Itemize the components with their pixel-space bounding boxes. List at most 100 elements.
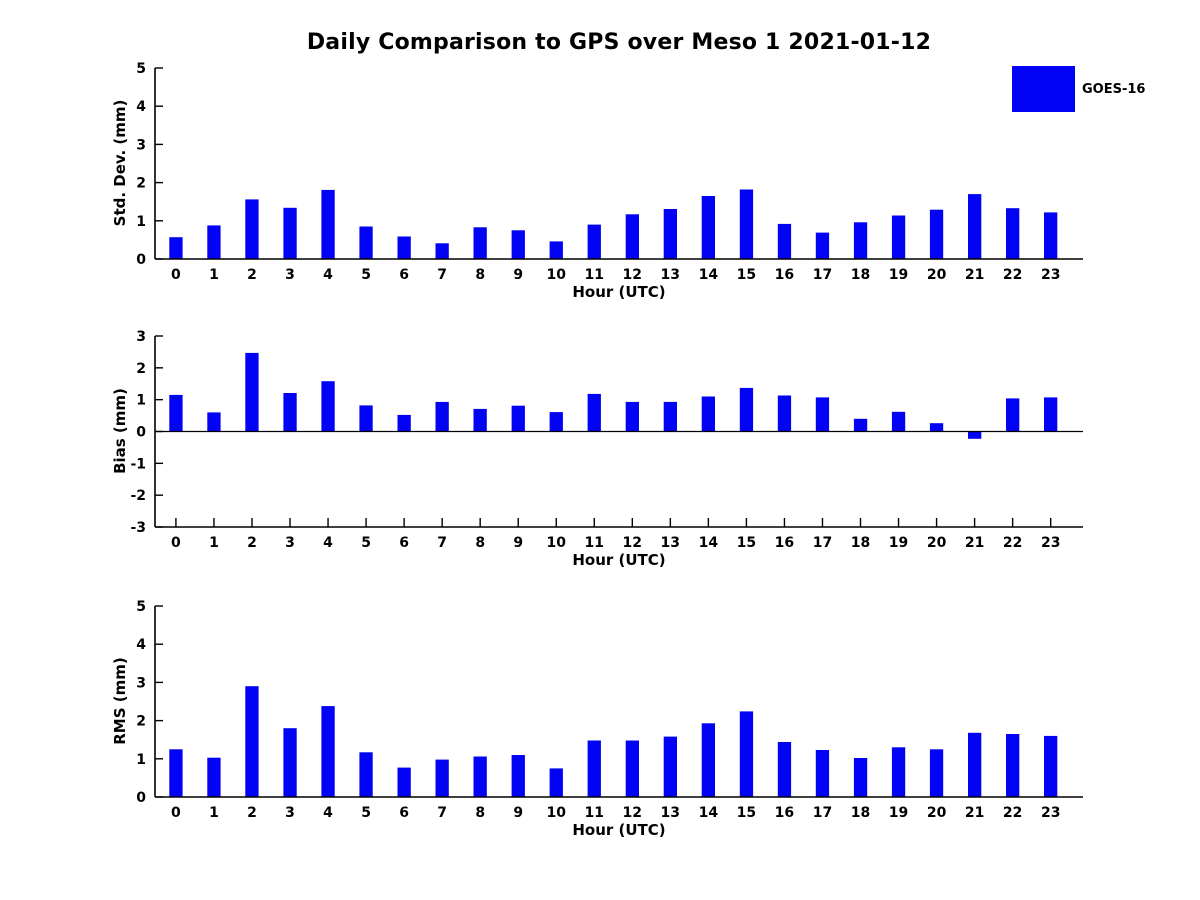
x-tick-label: 13 [661,535,680,551]
y-tick-label: 3 [136,329,146,345]
bar-hour-14 [701,196,715,259]
x-tick-label: 4 [323,535,333,551]
bar-hour-20 [929,423,944,432]
x-tick-label: 11 [585,535,604,551]
bar-hour-13 [663,401,677,432]
bar-hour-11 [587,740,601,797]
bar-hour-5 [359,226,373,259]
y-tick-label: 4 [136,637,146,653]
x-tick-label: 2 [247,805,257,821]
x-tick-label: 8 [475,267,485,283]
x-tick-label: 13 [661,805,680,821]
bar-hour-22 [1006,734,1020,797]
x-tick-label: 0 [171,535,181,551]
x-tick-label: 15 [737,267,756,283]
y-tick-label: -2 [130,488,146,504]
x-tick-label: 14 [699,805,719,821]
x-tick-label: 19 [889,535,908,551]
y-tick-label: 3 [136,675,146,691]
bar-hour-1 [207,412,221,432]
bar-hour-16 [777,395,792,432]
bar-hour-20 [929,209,944,259]
x-tick-label: 1 [209,267,219,283]
legend-swatch [1012,66,1075,112]
bar-hour-9 [511,230,525,259]
y-tick-label: 5 [136,61,146,77]
y-tick-label: 3 [136,137,146,153]
x-tick-label: 17 [813,267,832,283]
bar-hour-8 [473,756,487,797]
bar-hour-19 [891,747,906,797]
bar-hour-1 [207,225,221,259]
x-tick-label: 3 [285,267,295,283]
x-tick-label: 4 [323,805,333,821]
x-tick-label: 7 [437,535,447,551]
y-tick-label: 5 [136,599,146,615]
bar-hour-21 [968,732,982,797]
y-tick-label: 0 [136,425,146,441]
x-tick-label: 20 [927,805,947,821]
chart-title: Daily Comparison to GPS over Meso 1 2021… [306,30,932,55]
bar-hour-1 [207,757,221,797]
bar-hour-15 [739,387,754,432]
bar-hour-19 [891,215,906,259]
x-tick-label: 2 [247,535,257,551]
x-tick-label: 3 [285,805,295,821]
x-tick-label: 6 [399,535,409,551]
bar-hour-7 [435,401,449,432]
bar-hour-12 [625,740,639,797]
legend: GOES-16 [1012,66,1145,112]
x-tick-label: 8 [475,535,485,551]
bar-hour-4 [321,381,335,432]
x-tick-label: 0 [171,805,181,821]
x-tick-label: 18 [851,267,870,283]
bar-hour-8 [473,227,487,259]
bar-hour-22 [1006,208,1020,259]
x-tick-label: 6 [399,805,409,821]
bar-hour-17 [815,750,830,797]
bar-hour-21 [968,431,982,439]
x-tick-label: 1 [209,805,219,821]
x-tick-label: 18 [851,805,870,821]
bar-hour-18 [853,418,868,432]
bar-hour-12 [625,401,639,432]
x-tick-label: 22 [1003,267,1022,283]
y-tick-label: 0 [136,252,146,268]
xlabel-hour-utc-middle: Hour (UTC) [572,551,666,569]
x-tick-label: 15 [737,805,756,821]
bar-hour-10 [549,241,563,259]
x-tick-label: 13 [661,267,680,283]
bar-hour-4 [321,706,335,797]
y-tick-label: 2 [136,176,146,192]
x-tick-label: 14 [699,535,719,551]
x-tick-label: 21 [965,805,984,821]
x-tick-label: 6 [399,267,409,283]
y-tick-label: -3 [130,520,146,536]
legend-label: GOES-16 [1082,81,1146,97]
bar-hour-6 [397,767,411,797]
bar-hour-9 [511,405,525,432]
x-tick-label: 16 [775,535,794,551]
x-tick-label: 23 [1041,535,1060,551]
bar-hour-23 [1044,397,1058,432]
bar-hour-0 [169,749,183,798]
x-tick-label: 21 [965,267,984,283]
bar-hour-23 [1044,212,1058,259]
x-tick-label: 1 [209,535,219,551]
bar-hour-11 [587,224,601,259]
x-tick-label: 23 [1041,805,1060,821]
bar-hour-22 [1006,398,1020,432]
bar-hour-3 [283,728,297,797]
x-tick-label: 2 [247,267,257,283]
bar-hour-16 [777,223,792,259]
bar-hour-2 [245,352,259,432]
bar-hour-0 [169,237,183,259]
x-tick-label: 16 [775,267,794,283]
xlabel-hour-utc-bottom: Hour (UTC) [572,821,666,839]
x-tick-label: 17 [813,805,832,821]
x-tick-label: 20 [927,267,947,283]
x-tick-label: 7 [437,267,447,283]
